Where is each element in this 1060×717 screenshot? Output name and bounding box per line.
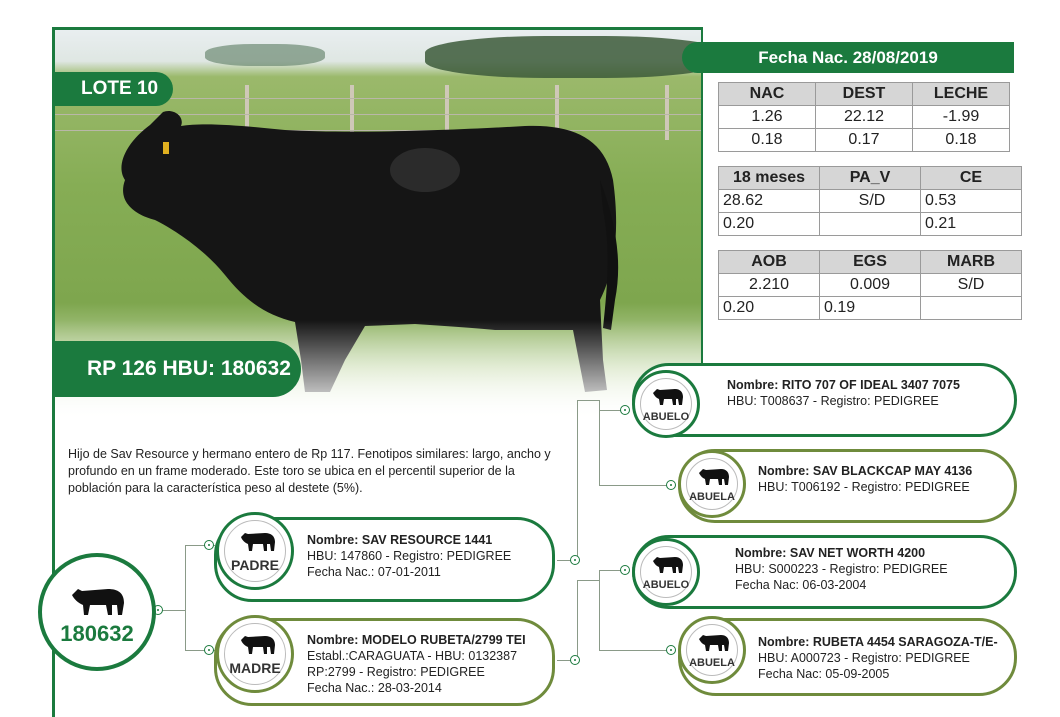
abuela-paterna-info: Nombre: SAV BLACKCAP MAY 4136 HBU: T0061… [758, 464, 973, 494]
connector-dot [570, 555, 580, 565]
connector-dot [666, 645, 676, 655]
padre-info: Nombre: SAV RESOURCE 1441 HBU: 147860 - … [307, 533, 512, 579]
connector-dot [620, 405, 630, 415]
abuelo-paterno-circle: ABUELO [632, 370, 700, 438]
connector-dot [666, 480, 676, 490]
epd-table-1: NAC DEST LECHE 1.26 22.12 -1.99 0.18 0.17 0.18 [718, 82, 1010, 152]
cow-icon [72, 589, 124, 615]
cow-icon [699, 635, 729, 651]
connector-dot [204, 645, 214, 655]
abuelo-materno-role: ABUELO [642, 579, 690, 591]
card-frame-edge [700, 27, 703, 367]
abuelo-materno-info: Nombre: SAV NET WORTH 4200 HBU: S000223 … [735, 546, 948, 592]
connector-dot [204, 540, 214, 550]
abuela-paterna-circle: ABUELA [678, 450, 746, 518]
padre-circle: PADRE [216, 512, 294, 590]
cow-icon [241, 533, 275, 551]
abuela-materna-role: ABUELA [689, 657, 735, 669]
rp-hbu-badge: RP 126 HBU: 180632 [55, 341, 301, 397]
description-text: Hijo de Sav Resource y hermano entero de… [68, 447, 551, 495]
connector-dot [620, 565, 630, 575]
abuelo-paterno-info: Nombre: RITO 707 OF IDEAL 3407 7075 HBU:… [727, 378, 960, 408]
abuela-paterna-role: ABUELA [689, 491, 735, 503]
abuelo-paterno-role: ABUELO [642, 411, 690, 423]
madre-info: Nombre: MODELO RUBETA/2799 TEI Establ.:C… [307, 633, 526, 695]
card-frame [52, 27, 702, 717]
madre-circle: MADRE [216, 615, 294, 693]
abuelo-materno-circle: ABUELO [632, 538, 700, 606]
animal-id-label: 180632 [60, 621, 134, 646]
birth-date-banner: Fecha Nac. 28/08/2019 [682, 42, 1014, 73]
cow-icon [241, 636, 275, 654]
cow-icon [699, 469, 729, 485]
padre-role: PADRE [231, 557, 279, 573]
cow-icon [653, 389, 683, 405]
abuela-materna-circle: ABUELA [678, 616, 746, 684]
connector-dot [570, 655, 580, 665]
epd-table-3: AOB EGS MARB 2.210 0.009 S/D 0.20 0.19 [718, 250, 1022, 320]
animal-id-circle: 180632 [38, 553, 156, 671]
epd-table-2: 18 meses PA_V CE 28.62 S/D 0.53 0.20 0.21 [718, 166, 1022, 236]
madre-role: MADRE [229, 660, 281, 676]
cow-icon [653, 557, 683, 573]
abuela-materna-info: Nombre: RUBETA 4454 SARAGOZA-T/E- HBU: A… [758, 635, 998, 681]
lot-badge: LOTE 10 [55, 72, 173, 106]
